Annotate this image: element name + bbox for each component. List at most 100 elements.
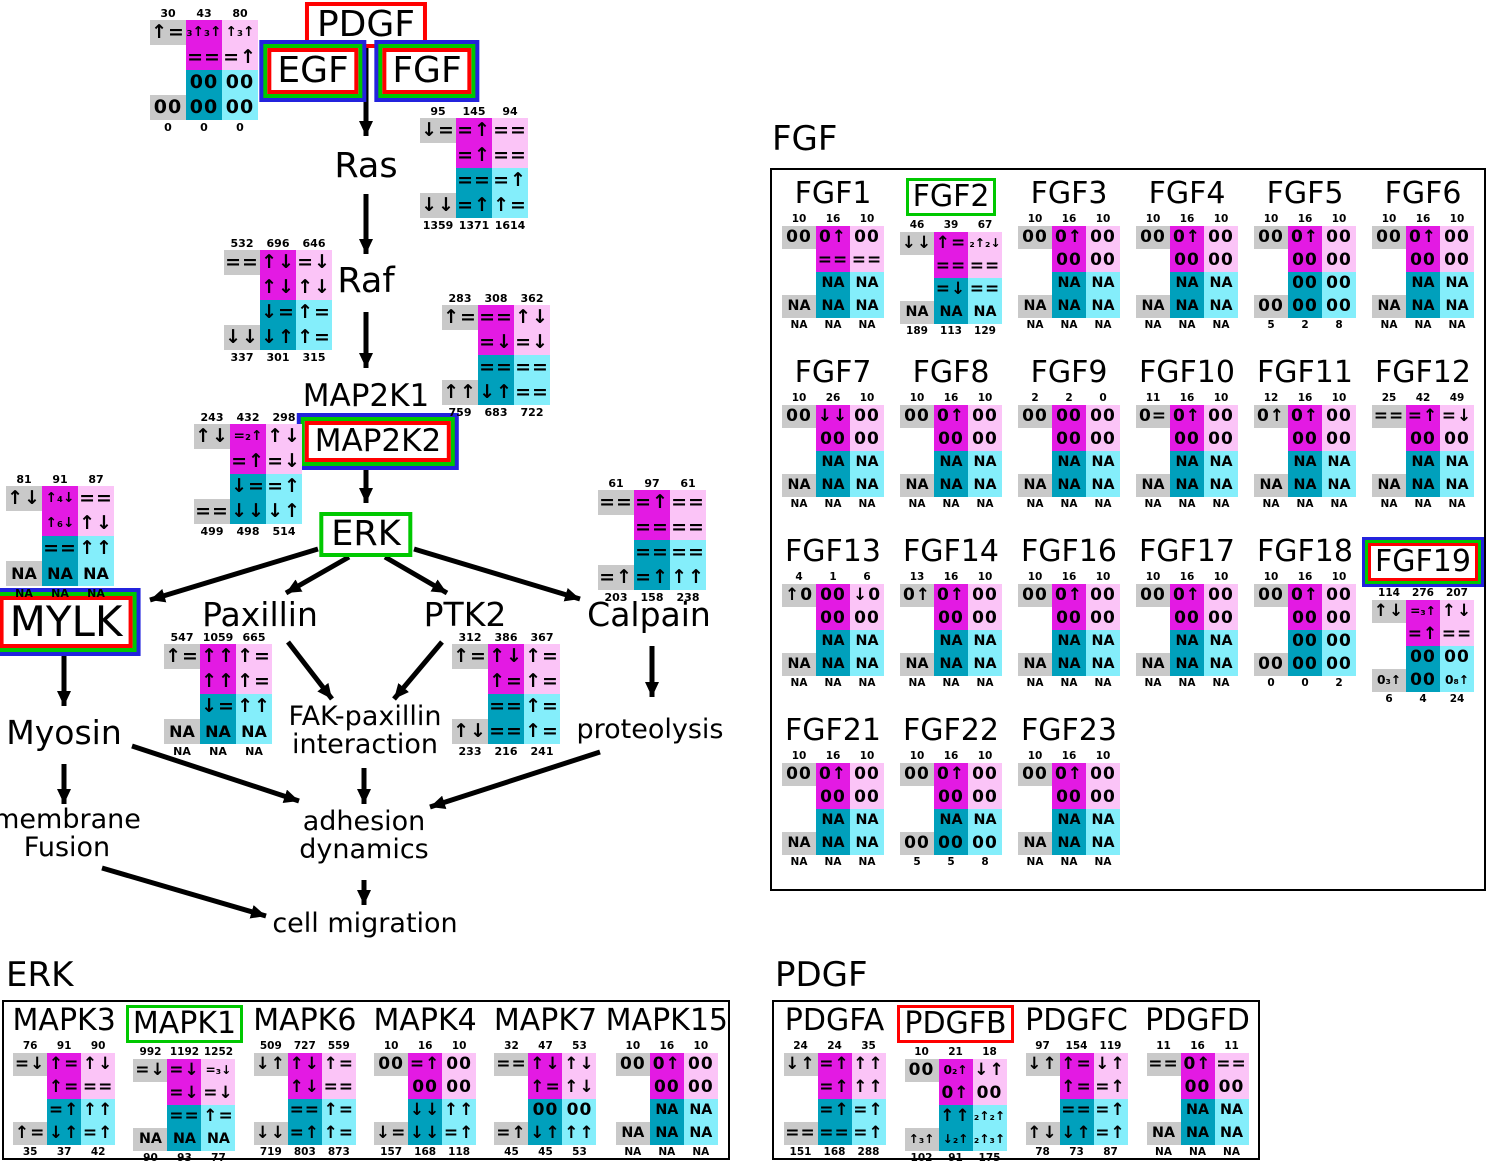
glyph-cell: ↑↓ [562,1075,597,1099]
glyph-cell: 0↑ [649,1052,684,1076]
glyph-top-numbers: 32 47 53 [494,1039,596,1053]
glyph-number: 145 [462,104,486,118]
glyph-bottom-numbers: NA NA NA [782,676,884,690]
glyph-cell: =↑ [47,1098,82,1122]
glyph-number: 10 [1449,212,1465,225]
glyph-number: 32 [504,1039,519,1052]
glyph-cell: 00 [782,225,816,249]
glyph-number: 35 [22,1145,38,1158]
gene-label: FGF8 [912,355,990,390]
glyph-cell: 00 [900,762,934,786]
glyph-cell: NA [1052,831,1086,855]
panel-fgf: FGF1 10 16 10 00 0↑ 00 == == NA NA NA NA NA NA NA NA FGF2… [770,168,1486,891]
glyph-cell: 00 [1018,583,1052,607]
glyph-number: 10 [451,1039,467,1052]
glyph-number: 10 [914,1045,929,1058]
gene-glyph: 11 16 11 == 0↑ == 00 00 NA NA NA NA NA NA NA NA [1146,1039,1249,1159]
glyph-number: 189 [906,324,928,337]
glyph-number: NA [824,676,842,689]
glyph-cell: 00 [900,404,934,428]
glyph-row: 00 0↑ 00 [782,762,884,786]
glyph-cell: 00 [900,831,934,855]
glyph-number: 301 [266,350,290,364]
glyph-row: NA NA NA [900,473,1002,497]
gene-label: PDGFD [1145,1003,1250,1038]
node-proteolysis-label: proteolysis [576,714,724,745]
glyph-cell: == [456,168,492,193]
glyph-cell: NA [1204,294,1238,318]
glyph-bottom-numbers: NA NA NA [1136,318,1238,332]
glyph-number: 665 [242,630,266,644]
glyph-number: 30 [160,6,176,20]
glyph-cell [782,451,816,474]
glyph-cell: 00 [850,762,884,786]
glyph-cell: NA [236,719,272,744]
glyph-number: 10 [791,391,807,404]
glyph-cell: ₃↑₃↑ [186,20,222,45]
glyph-cell: ↑↑ [78,536,114,561]
glyph-cell [905,1082,939,1105]
glyph-cell: ↑= [164,644,200,669]
node-mylk: MYLK [0,596,133,649]
glyph-row: NA NA NA [1018,294,1120,318]
glyph-bottom-numbers: NA NA NA [1254,497,1356,511]
glyph-cell: == [1440,622,1474,646]
glyph-cell [1372,451,1406,474]
glyph-cell: =↑ [456,193,492,218]
node-cell-migration-label: cell migration [272,908,458,939]
glyph-cell [1136,428,1170,451]
glyph-cell: == [1059,1098,1094,1122]
glyph-cell: ↓↑ [1025,1052,1060,1076]
glyph-number: 47 [538,1039,553,1052]
glyph-cell: NA [649,1121,684,1145]
glyph-row: == == [782,248,884,272]
glyph-cell: NA [816,652,850,676]
glyph-cell: 00 [1288,606,1322,630]
glyph-number: 118 [448,1145,471,1158]
glyph-number: 16 [1297,212,1313,225]
glyph-row: ↑↓ =₂↑ ↑↓ [194,424,302,449]
glyph-number: 93 [177,1151,192,1164]
glyph-cell: NA [78,561,114,586]
glyph-cell: =↑ [287,1121,322,1145]
arrow-erk-mylk [149,546,319,603]
glyph-number: NA [1212,318,1230,331]
gene-glyph: 10 16 10 00 0↑ 00 00 00 NA NA NA NA NA NA NA NA [615,1039,718,1159]
glyph-cell: 00 [222,70,258,95]
glyph-number: 16 [1061,749,1077,762]
glyph-cell: == [968,277,1002,301]
gene-label: MAPK6 [253,1003,357,1038]
glyph-cell: =↓ [167,1058,202,1082]
expression-glyph: 76 91 90 =↓ ↑= ↑↓ ↑= == =↑ ↑↑ ↑= ↓↑ =↑ 35 37 42 [13,1039,116,1159]
glyph-cell: NA [1136,652,1170,676]
glyph-cell: NA [164,719,200,744]
arrow-erk-ptk2 [383,554,449,596]
glyph-row: 00 00 [782,606,884,630]
expression-glyph: 24 24 35 ↓↑ =↑ ↑↑ =↑ ↑↑ =↑ =↑ == == =↑ 151 168 288 [783,1039,886,1159]
glyph-number: NA [692,1145,710,1158]
glyph-cell [1136,451,1170,474]
glyph-number: 719 [259,1145,282,1158]
glyph-cell: NA [900,652,934,676]
glyph-cell: 0₈↑ [1440,668,1474,692]
glyph-cell: 00 [1086,404,1120,428]
glyph-cell: =↓ [133,1058,168,1082]
glyph-row: ↓= =↑ == [420,118,528,143]
glyph-cell: =↑ [1093,1121,1128,1145]
glyph-cell: 00 [1288,248,1322,272]
glyph-cell: NA [1322,450,1356,474]
glyph-number: 0 [1267,676,1275,689]
glyph-number: 16 [1190,1039,1205,1052]
glyph-cell [782,786,816,809]
glyph-cell: == [492,143,528,168]
glyph-cell: NA [850,294,884,318]
glyph-number: 2 [1301,318,1309,331]
gene-pdgfb: PDGFB 10 21 18 00 0₂↑ ↓↑ 0↑ 00 ↑↑ ₂↑₂↑ ↑₃↑ ↓₂↑ ₂↑₃↑ 10… [895,1005,1016,1164]
glyph-cell [254,1076,288,1099]
glyph-number: 95 [430,104,446,118]
glyph-row: NA NA [1018,271,1120,295]
glyph-cell [133,1105,167,1128]
glyph-cell: NA [1440,450,1474,474]
glyph-cell: 0= [1136,404,1170,428]
glyph-cell [900,255,934,278]
